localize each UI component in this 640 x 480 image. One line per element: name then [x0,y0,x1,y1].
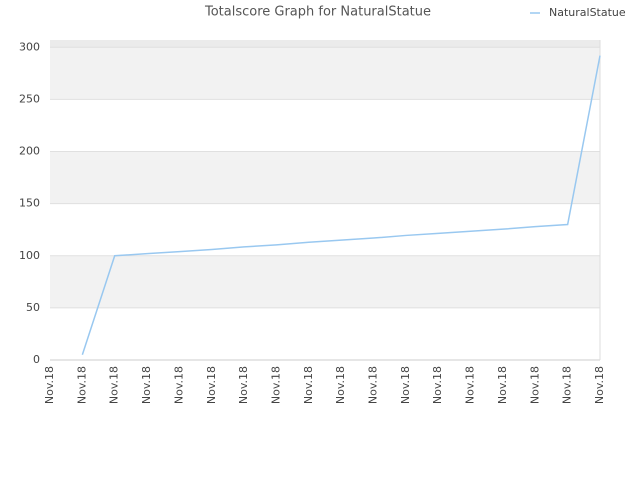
x-tick-label: Nov.18 [561,366,574,404]
x-tick-label: Nov.18 [399,366,412,404]
y-tick-label: 300 [19,40,40,53]
x-tick-label: Nov.18 [367,366,380,404]
y-tick-label: 250 [19,92,40,105]
x-tick-label: Nov.18 [302,366,315,404]
x-tick-label: Nov.18 [75,366,88,404]
y-tick-label: 0 [33,353,40,366]
chart-title: Totalscore Graph for NaturalStatue [204,5,431,20]
x-tick-label: Nov.18 [108,366,121,404]
line-series [81,55,601,356]
x-tick-label: Nov.18 [334,366,347,404]
x-tick-label: Nov.18 [237,366,250,404]
x-tick-label: Nov.18 [43,366,56,404]
y-tick-label: 50 [26,301,40,314]
grid-band [50,151,600,204]
legend-label: NaturalStatue [549,6,626,19]
x-tick-label: Nov.18 [431,366,444,404]
x-tick-label: Nov.18 [464,366,477,404]
x-tick-label: Nov.18 [140,366,153,404]
y-tick-label: 200 [19,145,40,158]
plot-top-band [50,40,600,48]
x-tick-label: Nov.18 [269,366,282,404]
x-tick-label: Nov.18 [496,366,509,404]
x-tick-label: Nov.18 [205,366,218,404]
x-tick-label: Nov.18 [172,366,185,404]
y-tick-label: 150 [19,197,40,210]
y-tick-label: 100 [19,249,40,262]
x-tick-label: Nov.18 [528,366,541,404]
grid-band [50,47,600,100]
grid-band [50,255,600,308]
x-tick-label: Nov.18 [593,366,606,404]
